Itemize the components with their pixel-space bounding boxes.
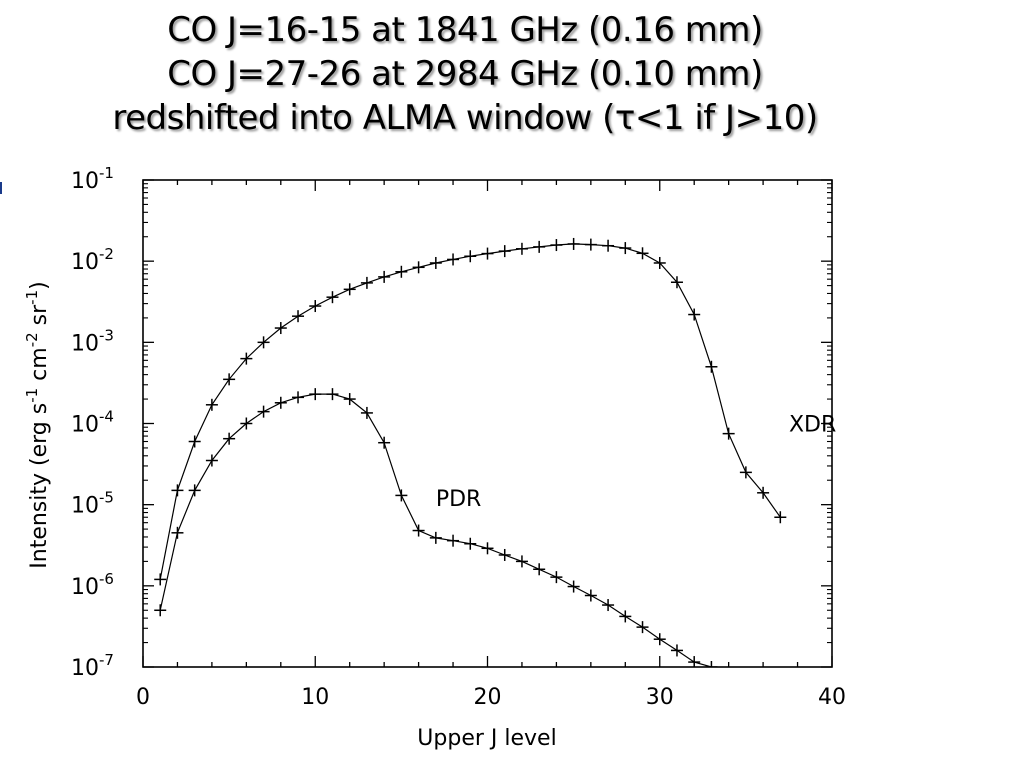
- xdr-point: [154, 573, 167, 586]
- x-axis-label: Upper J level: [417, 726, 556, 751]
- y-tick-label: 10-6: [71, 570, 114, 600]
- xdr-point: [412, 261, 425, 274]
- pdr-point: [309, 388, 322, 401]
- xdr-point: [274, 322, 287, 335]
- title-line-2: CO J=27-26 at 2984 GHz (0.10 mm): [167, 54, 763, 94]
- pdr-point: [498, 548, 511, 561]
- xdr-line: [159, 243, 781, 580]
- pdr-point: [412, 524, 425, 537]
- pdr-point: [395, 489, 408, 502]
- xdr-point: [464, 250, 477, 263]
- xdr-point: [309, 300, 322, 313]
- y-tick-label: 10-5: [71, 489, 114, 519]
- x-tick-label: 30: [646, 685, 674, 710]
- pdr-point: [550, 571, 563, 584]
- xdr-point: [515, 242, 528, 255]
- xdr-point: [360, 276, 373, 289]
- xdr-point: [171, 484, 184, 497]
- x-tick-label: 10: [301, 685, 329, 710]
- pdr-point: [464, 537, 477, 550]
- y-tick-label: 10-3: [71, 326, 114, 356]
- xdr-point: [670, 276, 683, 289]
- x-tick-label: 20: [474, 685, 502, 710]
- title-line-1: CO J=16-15 at 1841 GHz (0.16 mm): [167, 10, 763, 50]
- pdr-point: [240, 417, 253, 430]
- pdr-point: [447, 534, 460, 547]
- pdr-point: [343, 393, 356, 406]
- pdr-point: [154, 604, 167, 617]
- xdr-point: [619, 242, 632, 255]
- pdr-point: [171, 526, 184, 539]
- slide-title: CO J=16-15 at 1841 GHz (0.16 mm) CO J=27…: [0, 8, 930, 140]
- xdr-point: [395, 265, 408, 278]
- xdr-point: [447, 253, 460, 266]
- pdr-point: [670, 644, 683, 657]
- pdr-point: [515, 555, 528, 568]
- xdr-point: [326, 291, 339, 304]
- pdr-point: [257, 405, 270, 418]
- pdr-point: [360, 406, 373, 419]
- slide-edge-mark: [0, 182, 2, 194]
- y-tick-label: 10-2: [71, 245, 114, 275]
- xdr-point: [602, 239, 615, 252]
- xdr-point: [688, 308, 701, 321]
- pdr-point: [653, 633, 666, 646]
- pdr-point: [292, 391, 305, 404]
- xdr-point: [205, 398, 218, 411]
- xdr-point: [429, 256, 442, 269]
- pdr-point: [705, 661, 718, 667]
- xdr-point: [257, 336, 270, 349]
- xdr-point: [636, 247, 649, 260]
- pdr-point: [429, 531, 442, 544]
- pdr-point: [274, 396, 287, 409]
- title-line-3: redshifted into ALMA window (τ<1 if J>10…: [112, 98, 818, 138]
- pdr-point: [636, 621, 649, 634]
- pdr-point: [326, 388, 339, 401]
- y-tick-label: 10-1: [71, 164, 114, 194]
- pdr-point: [533, 563, 546, 576]
- pdr-point: [223, 432, 236, 445]
- xdr-point: [722, 427, 735, 440]
- xdr-point: [774, 511, 787, 524]
- xdr-point: [240, 352, 253, 365]
- xdr-point: [498, 245, 511, 258]
- pdr-point: [188, 484, 201, 497]
- xdr-point: [567, 237, 580, 250]
- pdr-point: [481, 542, 494, 555]
- pdr-point: [688, 656, 701, 667]
- pdr-point: [378, 436, 391, 449]
- chart-series: [154, 237, 787, 667]
- pdr-point: [619, 610, 632, 623]
- pdr-point: [602, 599, 615, 612]
- chart-annotations: XDR PDR: [436, 413, 836, 513]
- tick-labels: 0 10 20 30 40 10-7 10-6 10-5 10-4 10-3 10-2 10-1: [71, 164, 846, 710]
- annotation-xdr: XDR: [789, 413, 836, 438]
- pdr-point: [567, 580, 580, 593]
- xdr-point: [550, 239, 563, 252]
- y-tick-label: 10-4: [71, 408, 114, 438]
- chart-axes: [142, 179, 833, 668]
- x-tick-label: 0: [136, 685, 150, 710]
- y-tick-label: 10-7: [71, 651, 114, 681]
- xdr-point: [705, 360, 718, 373]
- y-axis-label: Intensity (erg s-1 cm-2 sr-1): [23, 281, 52, 568]
- xdr-point: [739, 466, 752, 479]
- xdr-point: [343, 283, 356, 296]
- xdr-point: [378, 270, 391, 283]
- xdr-point: [584, 238, 597, 251]
- x-tick-label: 40: [818, 685, 846, 710]
- xdr-point: [481, 247, 494, 260]
- xdr-point: [223, 373, 236, 386]
- xdr-point: [188, 435, 201, 448]
- xdr-point: [757, 486, 770, 499]
- pdr-point: [205, 454, 218, 467]
- xdr-point: [292, 310, 305, 323]
- pdr-point: [584, 589, 597, 602]
- pdr-line: [159, 393, 712, 667]
- xdr-point: [653, 256, 666, 269]
- annotation-pdr: PDR: [436, 487, 482, 512]
- xdr-point: [533, 240, 546, 253]
